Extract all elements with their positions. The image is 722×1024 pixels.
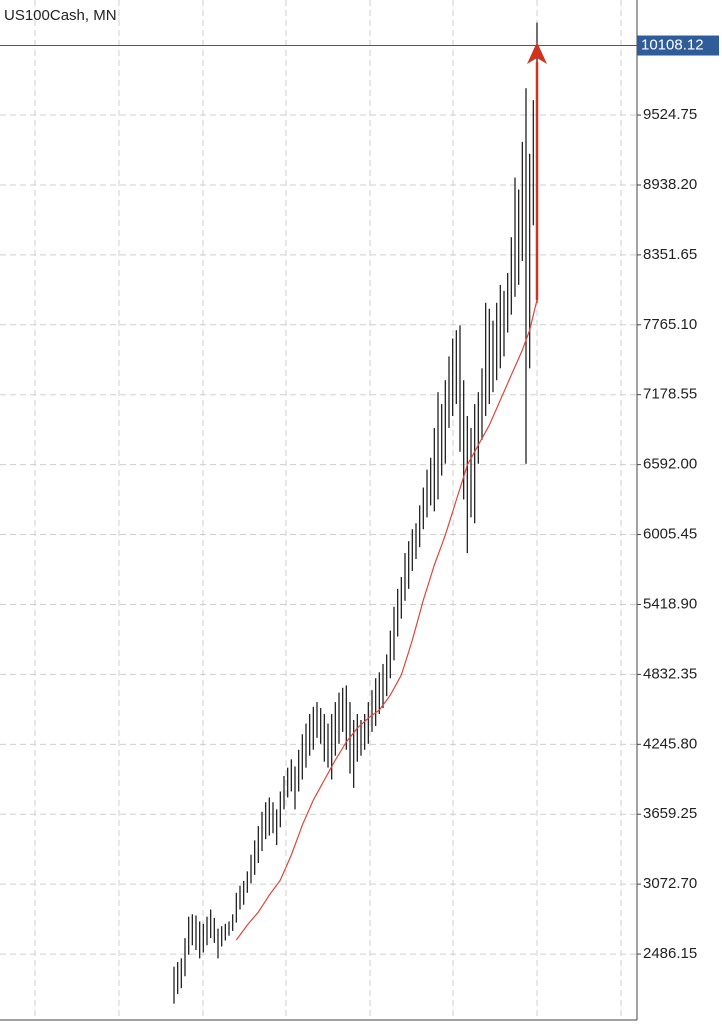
y-tick-label: 7765.10 xyxy=(643,316,697,333)
y-tick-label: 2486.15 xyxy=(643,945,697,962)
y-tick-label: 3659.25 xyxy=(643,805,697,822)
y-tick-label: 4245.80 xyxy=(643,735,697,752)
y-tick-label: 6005.45 xyxy=(643,526,697,543)
y-tick-label: 9524.75 xyxy=(643,106,697,123)
y-tick-label: 4832.35 xyxy=(643,665,697,682)
y-tick-label: 7178.55 xyxy=(643,386,697,403)
y-tick-label: 8938.20 xyxy=(643,176,697,193)
y-tick-label: 5418.90 xyxy=(643,595,697,612)
last-price-label: 10108.12 xyxy=(641,36,704,53)
arrow-head xyxy=(527,42,547,64)
y-tick-label: 8351.65 xyxy=(643,246,697,263)
y-tick-label: 6592.00 xyxy=(643,456,697,473)
y-tick-label: 3072.70 xyxy=(643,875,697,892)
moving-average xyxy=(235,299,538,941)
chart-title: US100Cash, MN xyxy=(4,7,117,24)
last-price-box xyxy=(637,35,719,56)
